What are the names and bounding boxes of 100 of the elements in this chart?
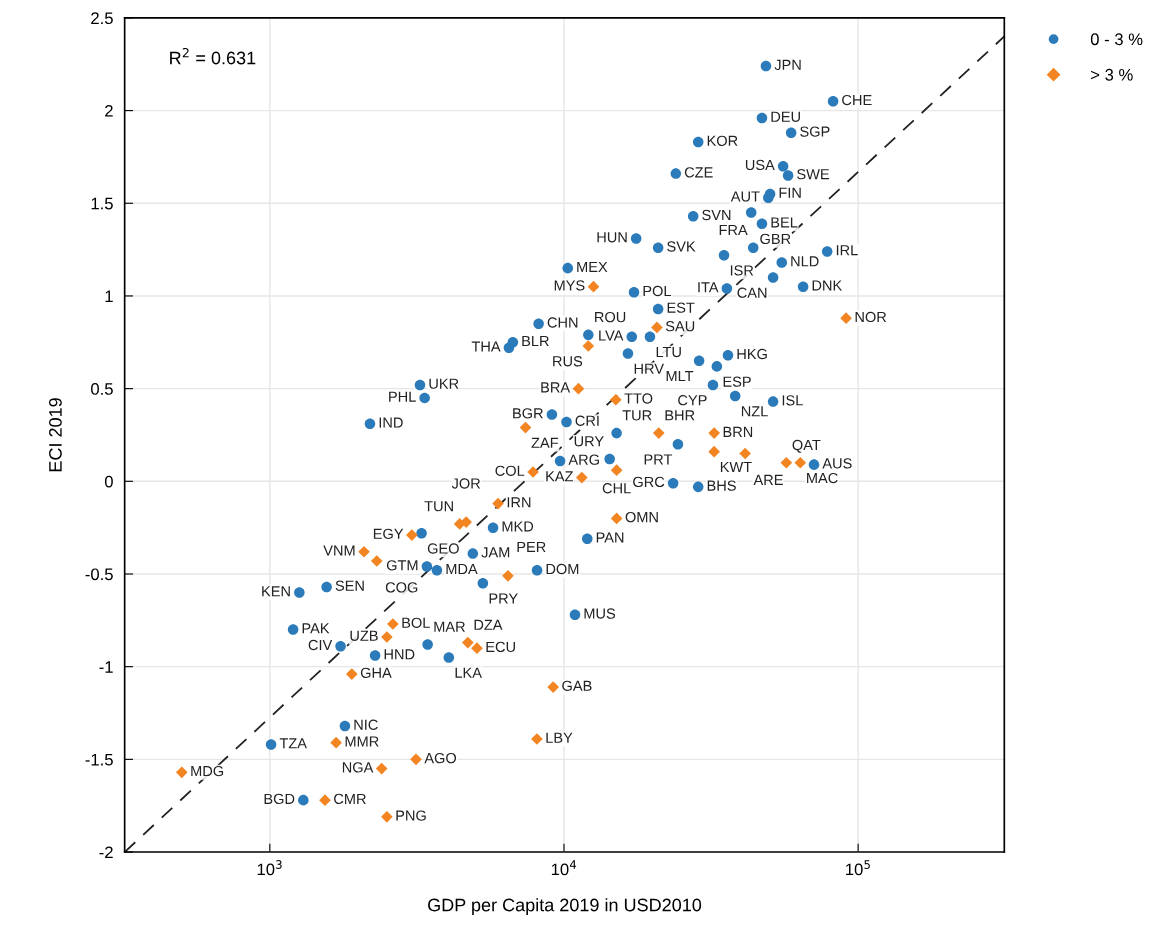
data-label: NZL (741, 406, 768, 417)
data-label: USA (745, 159, 775, 171)
data-label: KEN (262, 586, 290, 597)
data-label: FIN (779, 187, 801, 198)
data-label: HND (384, 649, 415, 660)
data-label: BGD (264, 793, 295, 805)
data-label: FRA (719, 224, 748, 235)
data-label: PAN (596, 532, 624, 543)
data-label: CRI (575, 415, 599, 426)
data-label: NIC (354, 719, 378, 730)
data-label: NGA (342, 762, 374, 773)
data-label: UKR (429, 378, 459, 389)
data-label: ISR (730, 265, 754, 276)
x-tick-label: 10$^{5}$ (846, 860, 870, 876)
data-label: LKA (455, 667, 482, 678)
data-label: NOR (855, 311, 887, 323)
data-label: HUN (597, 232, 627, 243)
data-label: IRN (507, 497, 531, 508)
data-label: KWT (720, 461, 752, 472)
data-label: PRT (644, 454, 673, 465)
data-label: ROU (595, 311, 626, 323)
data-label: BEL (771, 217, 798, 228)
data-label: VNM (323, 545, 355, 556)
data-label: JOR (451, 478, 481, 489)
data-label: ECU (486, 641, 515, 653)
y-tick-label: 1.5 (91, 197, 113, 210)
data-label: EST (667, 302, 695, 313)
data-label: URY (574, 436, 604, 447)
data-label: CYP (678, 395, 707, 406)
data-label: MYS (554, 280, 585, 291)
data-label: THA (471, 341, 501, 352)
data-label: KOR (707, 135, 738, 147)
data-label: GEO (427, 543, 459, 554)
data-label: MEX (577, 261, 608, 272)
data-label: DNK (812, 280, 843, 291)
data-label: CHL (602, 483, 631, 494)
data-label: LTU (656, 346, 681, 358)
data-label: SEN (335, 580, 364, 591)
data-label: MDG (191, 765, 224, 777)
data-label: BRA (541, 382, 571, 393)
data-label: BRN (723, 426, 753, 437)
data-label: ARE (753, 474, 783, 485)
y-tick-label: 2 (105, 104, 113, 117)
y-tick-label: 0.5 (91, 383, 113, 395)
data-label: POL (643, 285, 672, 297)
data-label: CHN (547, 317, 578, 328)
data-label: CHE (842, 94, 872, 106)
y-tick-label: -2 (99, 846, 113, 859)
data-label: SVK (667, 241, 696, 252)
data-label: GAB (562, 680, 592, 691)
data-label: IRL (836, 245, 858, 256)
data-label: MLT (666, 371, 694, 382)
y-tick-label: 0 (104, 475, 113, 488)
data-label: JPN (774, 59, 801, 71)
legend-label: > 3 % (1091, 68, 1133, 81)
data-label: CIV (308, 639, 333, 651)
data-label: PNG (396, 810, 426, 821)
data-label: GBR (760, 233, 791, 245)
data-label: JAM (481, 547, 510, 558)
data-label: HRV (634, 363, 664, 374)
data-label: BLR (522, 336, 549, 347)
data-label: TTO (624, 393, 653, 404)
y-tick-label: 2.5 (91, 12, 113, 25)
data-label: ZAF (531, 437, 559, 448)
data-label: MMR (345, 736, 379, 747)
y-tick-label: -1.5 (85, 753, 113, 766)
data-label: ESP (723, 376, 751, 387)
data-label: BGR (513, 408, 543, 419)
data-label: CZE (684, 167, 713, 178)
data-label: MDA (446, 564, 478, 575)
data-label: PRY (489, 593, 518, 604)
data-label: KAZ (546, 471, 574, 482)
data-label: HKG (737, 348, 767, 360)
data-label: MKD (502, 521, 534, 532)
data-label: CMR (334, 793, 366, 805)
data-label: MUS (584, 608, 616, 619)
x-axis-title: GDP per Capita 2019 in USD2010 (428, 898, 702, 915)
data-label: SGP (800, 126, 830, 137)
data-label: QAT (792, 439, 821, 453)
data-label: LBY (546, 732, 573, 743)
data-label: COG (385, 582, 418, 593)
data-label: ISL (782, 395, 803, 406)
data-label: GTM (386, 560, 418, 571)
data-label: DZA (474, 619, 503, 630)
data-label: PER (517, 541, 546, 552)
data-label: OMN (625, 511, 658, 523)
y-tick-label: 1 (105, 290, 113, 302)
data-label: AGO (424, 752, 457, 764)
data-label: RUS (553, 356, 583, 367)
data-label: BHS (707, 480, 736, 491)
y-axis-title: ECI 2019 (49, 398, 62, 472)
data-label: PHL (389, 391, 416, 402)
x-tick-label: 10$^{3}$ (257, 860, 282, 876)
data-label: ARG (568, 454, 599, 465)
data-label: UZB (350, 630, 378, 641)
data-label: BHR (665, 410, 695, 421)
data-label: TZA (279, 738, 307, 749)
legend-label: 0 - 3 % (1090, 33, 1143, 46)
data-label: ITA (698, 282, 719, 293)
x-tick-label: 10$^{4}$ (551, 860, 577, 876)
